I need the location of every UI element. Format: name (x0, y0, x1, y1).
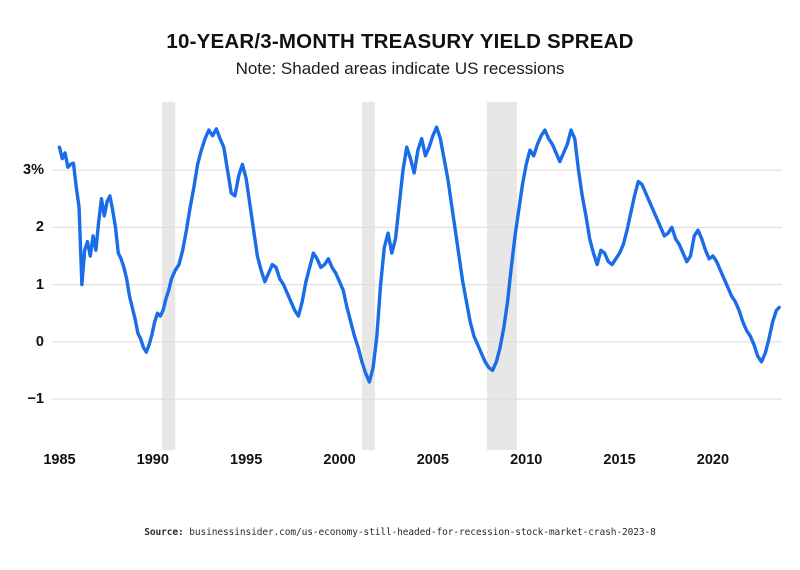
x-axis-tick-label: 2010 (510, 452, 543, 468)
source-label: Source: (144, 527, 184, 538)
gridlines-group (52, 169, 782, 400)
x-axis-tick-label: 2020 (696, 452, 730, 468)
x-axis-tick-label: 1995 (230, 452, 263, 468)
x-axis-tick-label: 2015 (603, 452, 636, 468)
x-axis-tick-label: 1990 (136, 452, 169, 468)
y-axis-tick-label: −1 (27, 391, 44, 408)
y-axis-tick-label: 1 (35, 276, 44, 293)
y-axis-tick-label: 0 (35, 333, 44, 350)
source-note: Source: businessinsider.com/us-economy-s… (0, 527, 800, 538)
x-axis-tick-label: 2000 (323, 452, 356, 468)
recession-band (162, 102, 176, 450)
recession-bands-group (162, 102, 517, 450)
chart-subtitle: Note: Shaded areas indicate US recession… (235, 59, 565, 78)
source-url: businessinsider.com/us-economy-still-hea… (189, 527, 656, 538)
recession-band (487, 102, 517, 450)
x-axis-tick-label: 1985 (43, 452, 76, 468)
recession-band (361, 102, 375, 450)
chart-title: 10-YEAR/3-MONTH TREASURY YIELD SPREAD (166, 30, 634, 53)
x-axis-tick-label: 2005 (416, 452, 449, 468)
y-axis-tick-label: 3% (23, 162, 44, 179)
yield-spread-line (57, 125, 781, 384)
y-axis-tick-label: 2 (35, 219, 44, 236)
